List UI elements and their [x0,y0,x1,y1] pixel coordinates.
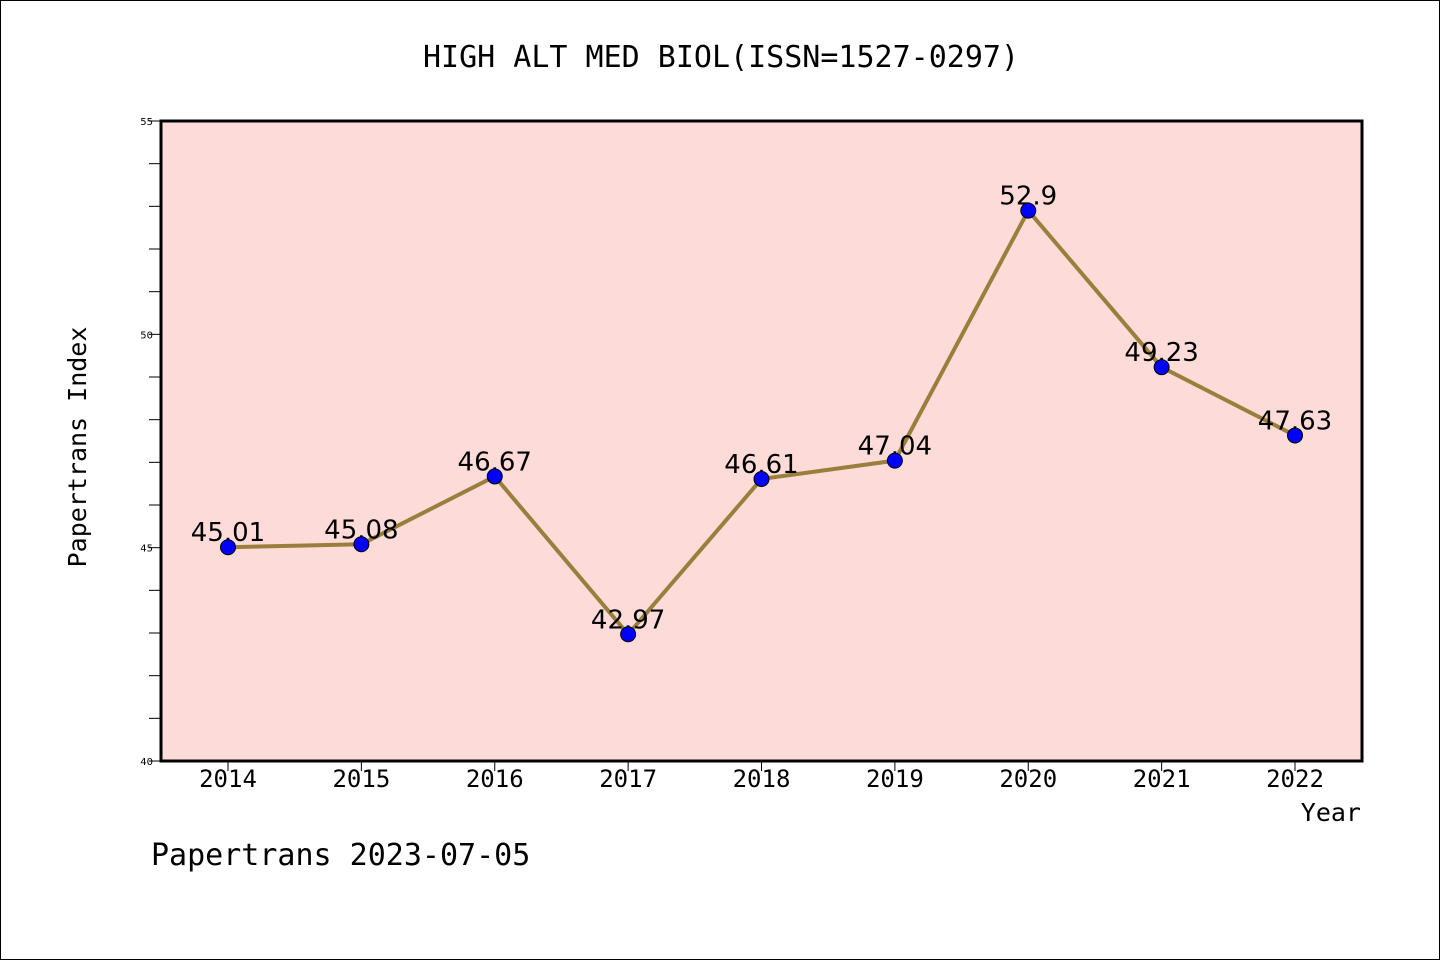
x-tick-label: 2014 [199,765,257,793]
y-tick-label: 55 [140,117,153,128]
data-point-marker [1020,202,1037,219]
x-tick-label: 2017 [599,765,657,793]
data-point-marker [486,468,503,485]
data-point-marker [753,470,770,487]
chart-title: HIGH ALT MED BIOL(ISSN=1527-0297) [423,40,1019,75]
y-tick-label: 45 [140,544,153,555]
y-tick-label: 40 [140,757,153,768]
data-labels: 45.01 45.0846.6742.9746.6147.0452.949.234… [191,182,1332,636]
y-axis-ticks: 40 45 50 55 [140,117,161,768]
x-axis-label: Year [1301,798,1361,827]
x-tick-label: 2020 [999,765,1057,793]
footer-text: Papertrans 2023-07-05 [151,838,530,873]
plot-area [161,121,1362,761]
x-tick-label: 2018 [733,765,791,793]
x-tick-label: 2022 [1266,765,1324,793]
plot-frame [159,119,1364,763]
data-point-marker [353,536,370,553]
data-point-marker [620,626,637,643]
y-axis-label: Papertrans Index [63,327,92,568]
data-point-marker [1287,427,1303,444]
x-tick-label: 2016 [466,765,524,793]
y-tick-label: 50 [140,330,153,341]
data-point-marker [220,539,236,556]
x-axis-ticks: 2014 2015 2016 2017 2018 2019 2020 2021 2022 [199,761,1324,793]
x-tick-label: 2015 [332,765,390,793]
x-tick-label: 2021 [1133,765,1191,793]
data-points [220,202,1303,643]
data-point-marker [1153,359,1170,376]
x-tick-label: 2019 [866,765,924,793]
data-point-marker [886,452,903,469]
